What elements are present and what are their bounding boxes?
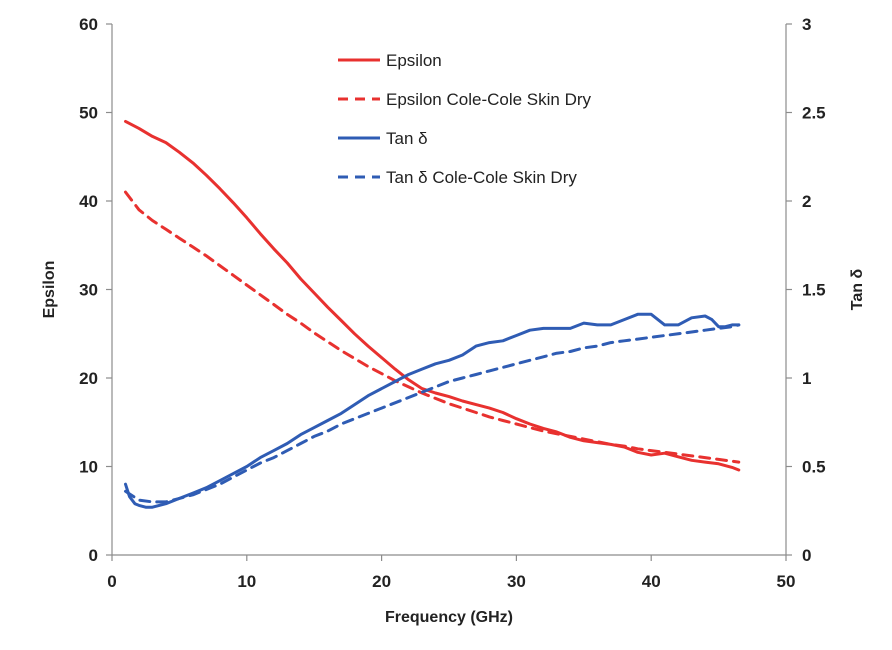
x-tick-label: 0 bbox=[107, 572, 116, 591]
y-tick-label-right: 3 bbox=[802, 15, 811, 34]
axes: 0 10 20 30 40 50 0 10 20 30 40 50 60 0 0.5 1 1.5 2 2.5 3 bbox=[79, 15, 826, 591]
y-tick-label-left: 50 bbox=[79, 104, 98, 123]
y-tick-label-left: 40 bbox=[79, 192, 98, 211]
y-axis-title-right: Tan δ bbox=[849, 269, 866, 311]
y-tick-label-left: 30 bbox=[79, 281, 98, 300]
y-axis-title-left: Epsilon bbox=[41, 261, 58, 319]
legend: Epsilon Epsilon Cole-Cole Skin Dry Tan δ Ta… bbox=[338, 51, 592, 187]
x-axis-title: Frequency (GHz) bbox=[385, 609, 513, 626]
series-3-line bbox=[124, 323, 741, 504]
y-tick-label-right: 2 bbox=[802, 192, 811, 211]
y-tick-label-right: 0.5 bbox=[802, 458, 826, 477]
y-tick-label-right: 1.5 bbox=[802, 281, 826, 300]
y-tick-label-left: 10 bbox=[79, 458, 98, 477]
legend-label: Tan δ bbox=[386, 129, 428, 148]
x-tick-label: 10 bbox=[237, 572, 256, 591]
y-tick-label-right: 0 bbox=[802, 546, 811, 565]
legend-label: Epsilon bbox=[386, 51, 442, 70]
series-2-line bbox=[124, 312, 741, 509]
x-tick-label: 50 bbox=[777, 572, 796, 591]
legend-label: Epsilon Cole-Cole Skin Dry bbox=[386, 90, 592, 109]
y-tick-label-left: 60 bbox=[79, 15, 98, 34]
y-tick-label-right: 1 bbox=[802, 369, 811, 388]
legend-label: Tan δ Cole-Cole Skin Dry bbox=[386, 168, 577, 187]
series-layer bbox=[124, 119, 741, 509]
x-tick-label: 40 bbox=[642, 572, 661, 591]
x-tick-label: 30 bbox=[507, 572, 526, 591]
series-0-line bbox=[124, 119, 741, 472]
y-tick-label-right: 2.5 bbox=[802, 104, 826, 123]
x-tick-label: 20 bbox=[372, 572, 391, 591]
y-tick-label-left: 20 bbox=[79, 369, 98, 388]
series-1-line bbox=[124, 190, 741, 464]
y-tick-label-left: 0 bbox=[89, 546, 98, 565]
